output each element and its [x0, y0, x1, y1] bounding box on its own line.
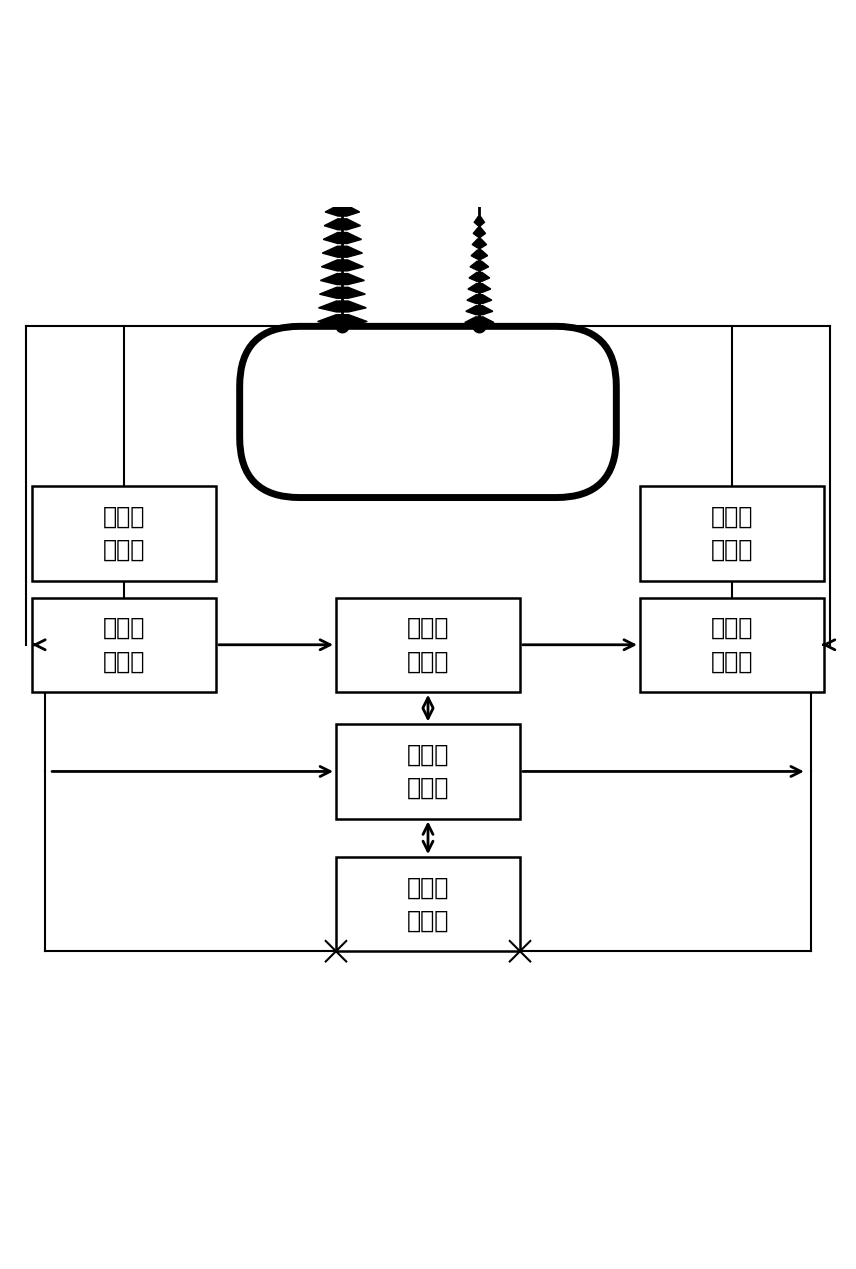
Polygon shape: [467, 294, 492, 303]
Polygon shape: [332, 109, 353, 121]
Polygon shape: [330, 137, 355, 147]
Text: 信号采
集单元: 信号采 集单元: [710, 615, 753, 674]
Text: 分压器
低压臂: 分压器 低压臂: [710, 505, 753, 562]
Polygon shape: [324, 218, 360, 230]
Polygon shape: [325, 206, 360, 216]
Polygon shape: [323, 246, 362, 258]
FancyBboxPatch shape: [639, 598, 823, 692]
Polygon shape: [321, 260, 364, 270]
Polygon shape: [466, 306, 493, 315]
Text: 数据存
储单元: 数据存 储单元: [407, 615, 449, 674]
Polygon shape: [326, 192, 359, 202]
Polygon shape: [328, 164, 357, 175]
Text: 信号采
集单元: 信号采 集单元: [103, 615, 146, 674]
Polygon shape: [318, 315, 367, 326]
FancyBboxPatch shape: [336, 598, 520, 692]
Polygon shape: [319, 287, 366, 298]
FancyBboxPatch shape: [33, 598, 216, 692]
Polygon shape: [334, 82, 351, 93]
FancyBboxPatch shape: [336, 725, 520, 819]
Polygon shape: [468, 283, 490, 292]
Text: 分压器
低压臂: 分压器 低压臂: [103, 505, 146, 562]
Polygon shape: [320, 274, 365, 284]
Polygon shape: [333, 95, 352, 107]
Text: 信号处
理单元: 信号处 理单元: [407, 742, 449, 801]
Polygon shape: [318, 301, 366, 312]
Polygon shape: [471, 250, 488, 259]
Polygon shape: [324, 232, 361, 244]
FancyBboxPatch shape: [33, 486, 216, 581]
Polygon shape: [331, 123, 354, 135]
Polygon shape: [474, 217, 484, 226]
Polygon shape: [465, 317, 494, 326]
FancyBboxPatch shape: [240, 326, 616, 497]
Polygon shape: [327, 178, 358, 189]
Polygon shape: [470, 261, 489, 270]
Text: 人机接
口单元: 人机接 口单元: [407, 876, 449, 933]
FancyBboxPatch shape: [639, 486, 823, 581]
Polygon shape: [329, 150, 356, 161]
FancyBboxPatch shape: [336, 857, 520, 952]
Polygon shape: [473, 239, 486, 247]
Polygon shape: [469, 273, 490, 282]
Polygon shape: [473, 228, 485, 237]
